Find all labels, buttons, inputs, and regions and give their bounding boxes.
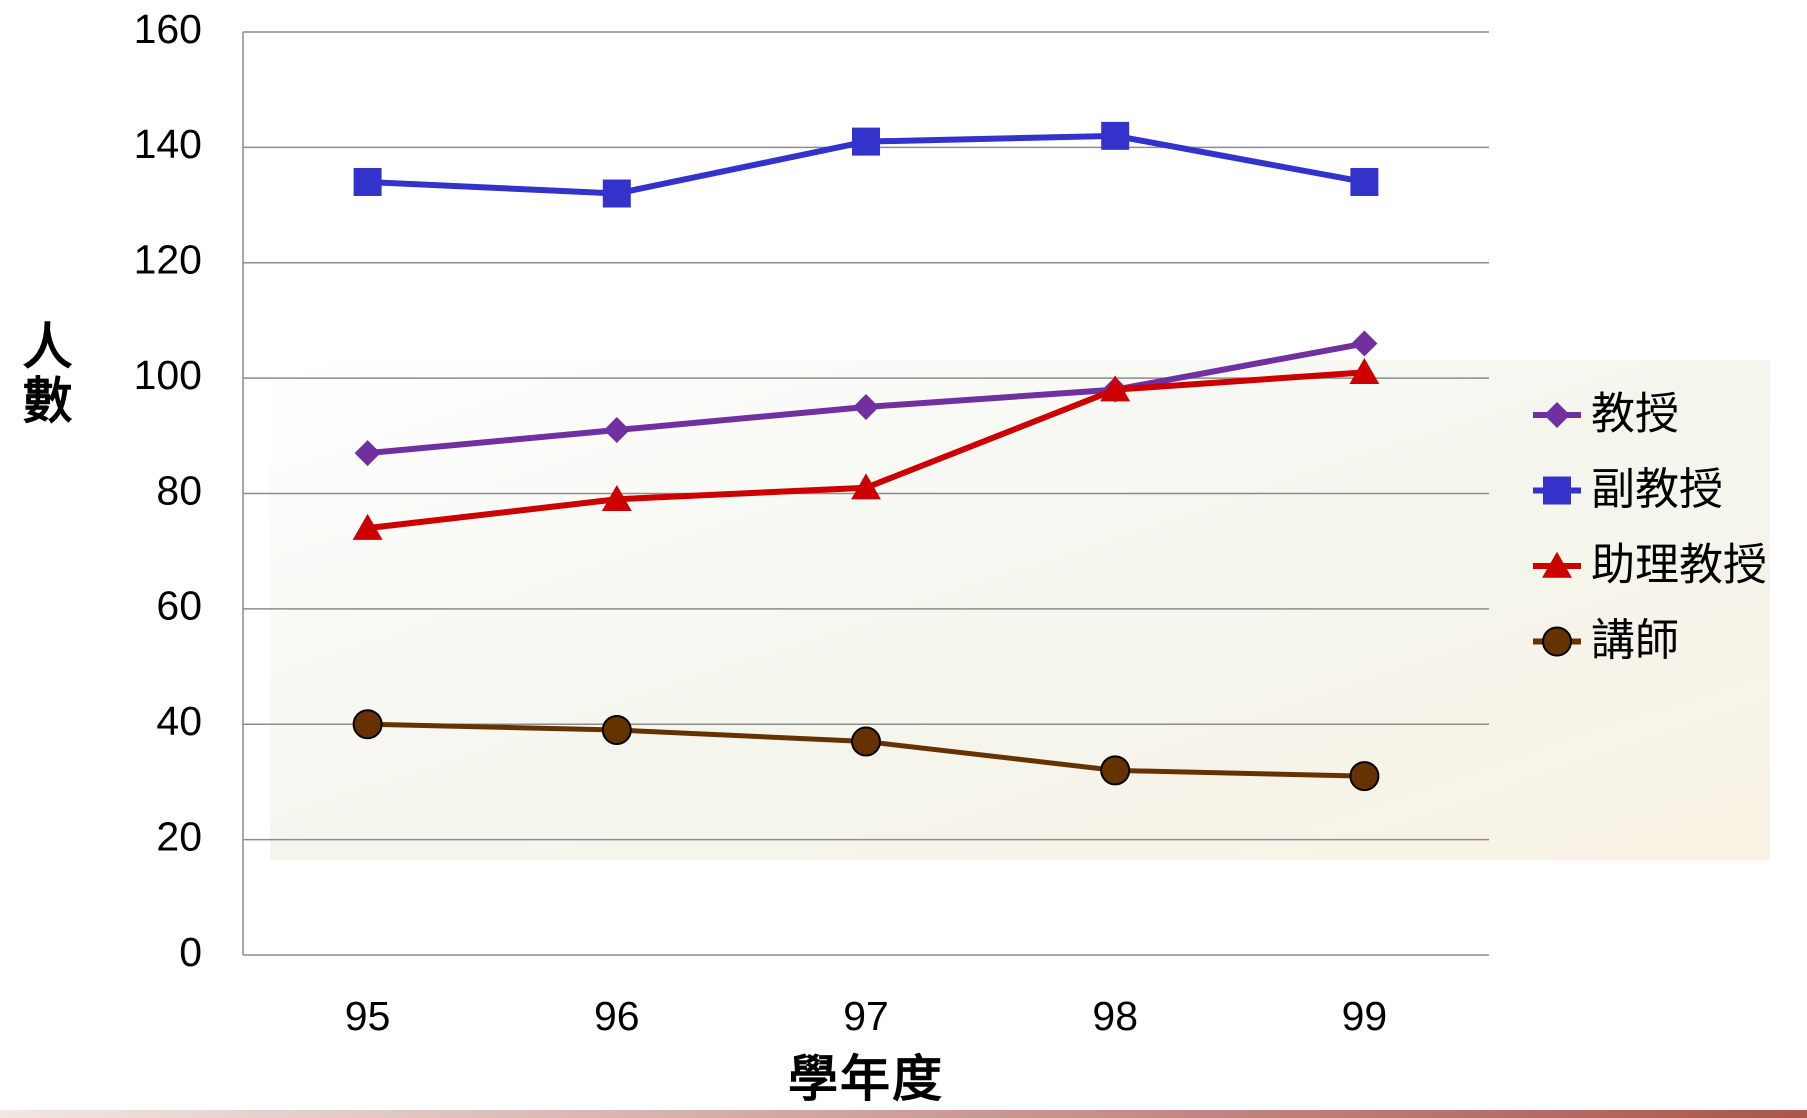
y-tick-label: 60: [156, 583, 202, 629]
y-axis-title: 人數: [15, 320, 74, 428]
legend-marker: [1542, 551, 1572, 578]
x-tick-label: 97: [843, 993, 889, 1039]
data-point: [602, 179, 631, 208]
data-point: [601, 715, 632, 746]
y-tick-label: 100: [134, 352, 202, 398]
y-tick-label: 140: [134, 121, 202, 167]
data-point: [352, 513, 383, 540]
legend-label: 教授: [1591, 389, 1679, 440]
legend-marker: [1544, 402, 1570, 428]
footer-strip: [0, 1110, 1807, 1118]
data-point: [603, 417, 630, 444]
data-point: [851, 473, 881, 500]
legend-marker: [1542, 626, 1572, 657]
data-point: [853, 393, 879, 420]
data-point: [1351, 330, 1378, 357]
data-point: [1349, 358, 1380, 385]
legend-label: 副教授: [1591, 464, 1723, 515]
x-tick-label: 99: [1342, 993, 1388, 1039]
x-tick-label: 95: [345, 993, 391, 1039]
data-point: [1350, 167, 1379, 196]
data-point: [1100, 755, 1131, 786]
background: [270, 360, 1770, 860]
data-point: [1100, 375, 1131, 402]
y-tick-label: 120: [134, 237, 202, 283]
legend-label: 助理教授: [1591, 540, 1767, 591]
data-point: [1349, 761, 1380, 792]
data-point: [353, 167, 382, 196]
data-point: [852, 127, 880, 156]
x-tick-label: 98: [1092, 993, 1138, 1039]
x-tick-label: 96: [594, 993, 640, 1039]
data-point: [601, 484, 632, 511]
data-point: [354, 440, 381, 467]
data-point: [1101, 121, 1130, 150]
y-tick-label: 160: [134, 6, 202, 52]
y-tick-label: 20: [156, 813, 202, 859]
y-tick-label: 40: [156, 698, 202, 744]
legend-marker: [1543, 476, 1571, 505]
legend-label: 講師: [1591, 615, 1679, 666]
data-point: [851, 726, 881, 757]
data-point: [352, 709, 383, 740]
y-tick-label: 80: [156, 467, 202, 513]
x-axis-title: 學年度: [788, 1049, 944, 1108]
y-tick-label: 0: [179, 929, 202, 975]
